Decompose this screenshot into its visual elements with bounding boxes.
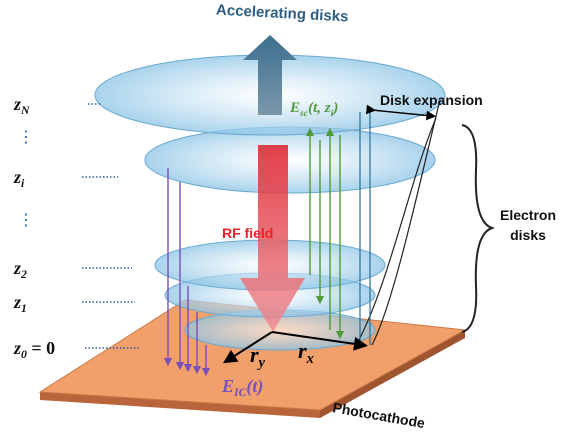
text-part: i — [331, 108, 334, 119]
z-label: zN — [13, 94, 30, 117]
text-part: E — [289, 100, 300, 116]
text-part: IC — [233, 386, 247, 399]
text-part: (t, z — [308, 100, 331, 116]
rf-arrow — [240, 145, 305, 332]
rx-arrow — [271, 331, 368, 351]
text-part: r — [250, 342, 259, 367]
text-part: y — [257, 355, 266, 371]
disk — [144, 126, 436, 194]
ellipsis: ⋮ — [18, 129, 34, 146]
expansion-arrow — [365, 104, 437, 121]
envelope — [371, 99, 441, 346]
text-part: sc — [299, 108, 309, 119]
z-label: z0 = 0 — [13, 338, 55, 361]
text-part: z — [13, 258, 21, 278]
slab-front — [40, 392, 320, 418]
disk-expansion-label: Disk expansion — [380, 92, 483, 108]
leaders — [82, 103, 140, 349]
title: Accelerating disks — [216, 2, 349, 26]
ellipsis: ⋮ — [18, 212, 34, 229]
ry-label: ry — [250, 342, 266, 371]
text-part: N — [20, 104, 30, 117]
electron-disks-label: disks — [510, 227, 546, 243]
text-part: z — [13, 292, 21, 312]
esc-label: Esc(t, zi) — [289, 100, 338, 119]
text-part: x — [306, 351, 314, 367]
brace — [461, 124, 496, 333]
sc-lines — [305, 127, 345, 340]
electron-disks-label: Electron — [500, 207, 556, 223]
text-part: z — [13, 167, 21, 187]
z-label: z1 — [13, 292, 27, 315]
text-part: (t) — [246, 376, 263, 397]
text-part: = 0 — [27, 338, 55, 358]
accelerating-arrow — [243, 35, 297, 115]
photocathode-label: Photocathode — [331, 399, 426, 431]
slab-side — [320, 330, 465, 418]
text-part: 0 — [21, 348, 27, 361]
rx-label: rx — [298, 338, 314, 367]
z-label: z2 — [13, 258, 27, 281]
text-part: E — [221, 376, 234, 396]
z-label: zi — [13, 167, 25, 190]
rf-label: RF field — [222, 225, 273, 241]
text-part: 2 — [20, 268, 27, 281]
ic-lines — [163, 168, 211, 377]
text-part: r — [298, 338, 307, 363]
text-part: ) — [331, 100, 338, 116]
ry-arrow — [222, 331, 273, 364]
text-part: 1 — [21, 302, 27, 315]
text-part: z — [13, 338, 21, 358]
eic-label: EIC(t) — [221, 376, 263, 399]
text-part: i — [21, 177, 25, 190]
z-labels: zN zi z2 z1 z0 = 0 — [13, 94, 55, 361]
text-part: z — [13, 94, 21, 114]
